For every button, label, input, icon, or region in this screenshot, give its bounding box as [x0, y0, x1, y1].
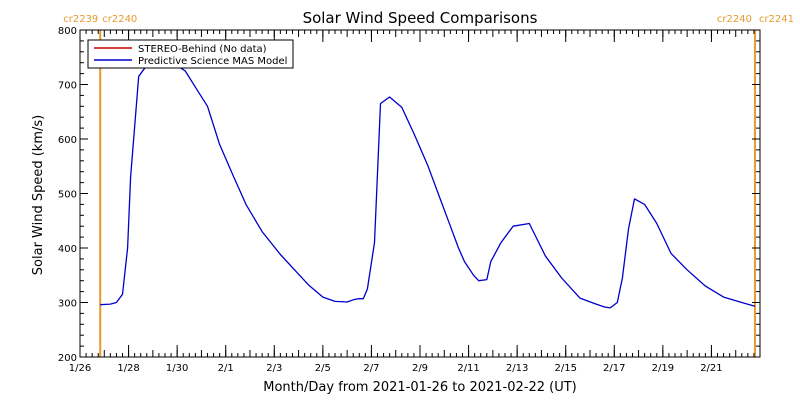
y-tick-label: 300 — [58, 299, 77, 310]
x-tick-label: 2/15 — [554, 363, 576, 374]
chart-title: Solar Wind Speed Comparisons — [303, 9, 538, 27]
carrington-label: cr2239 — [63, 14, 98, 25]
x-tick-label: 2/9 — [412, 363, 428, 374]
x-tick-label: 2/5 — [315, 363, 331, 374]
x-tick-label: 2/13 — [506, 363, 528, 374]
axes: 200 300 400 500 600 700 800 1/26 1/28 1/30 2/1 2/3 2… — [58, 26, 761, 374]
x-axis-label: Month/Day from 2021-01-26 to 2021-02-22 … — [263, 380, 576, 395]
y-tick-label: 500 — [58, 190, 77, 201]
x-tick-label: 2/3 — [266, 363, 282, 374]
legend-label-stereo: STEREO-Behind (No data) — [138, 44, 267, 55]
x-tick-label: 2/21 — [700, 363, 722, 374]
y-tick-label: 800 — [58, 26, 77, 37]
y-tick-label: 600 — [58, 135, 77, 146]
carrington-label: cr2240 — [717, 14, 752, 25]
y-axis-label: Solar Wind Speed (km/s) — [31, 115, 46, 275]
x-tick-label: 2/11 — [457, 363, 479, 374]
x-tick-label: 2/7 — [363, 363, 379, 374]
y-tick-label: 700 — [58, 81, 77, 92]
series-layer — [100, 59, 756, 309]
series-line-mas-model — [100, 59, 756, 309]
x-tick-label: 1/28 — [117, 363, 139, 374]
x-tick-label: 1/26 — [69, 363, 91, 374]
legend-box — [87, 39, 294, 69]
carrington-label: cr2241 — [759, 14, 794, 25]
x-tick-label: 2/17 — [603, 363, 625, 374]
x-tick-label: 2/1 — [218, 363, 234, 374]
legend-label-mas-model: Predictive Science MAS Model — [138, 56, 287, 67]
legend: STEREO-Behind (No data) Predictive Scien… — [87, 39, 294, 69]
y-tick-label: 400 — [58, 244, 77, 255]
y-tick-label: 200 — [58, 353, 77, 364]
carrington-label: cr2240 — [102, 14, 137, 25]
x-tick-label: 1/30 — [166, 363, 188, 374]
x-tick-label: 2/19 — [652, 363, 674, 374]
